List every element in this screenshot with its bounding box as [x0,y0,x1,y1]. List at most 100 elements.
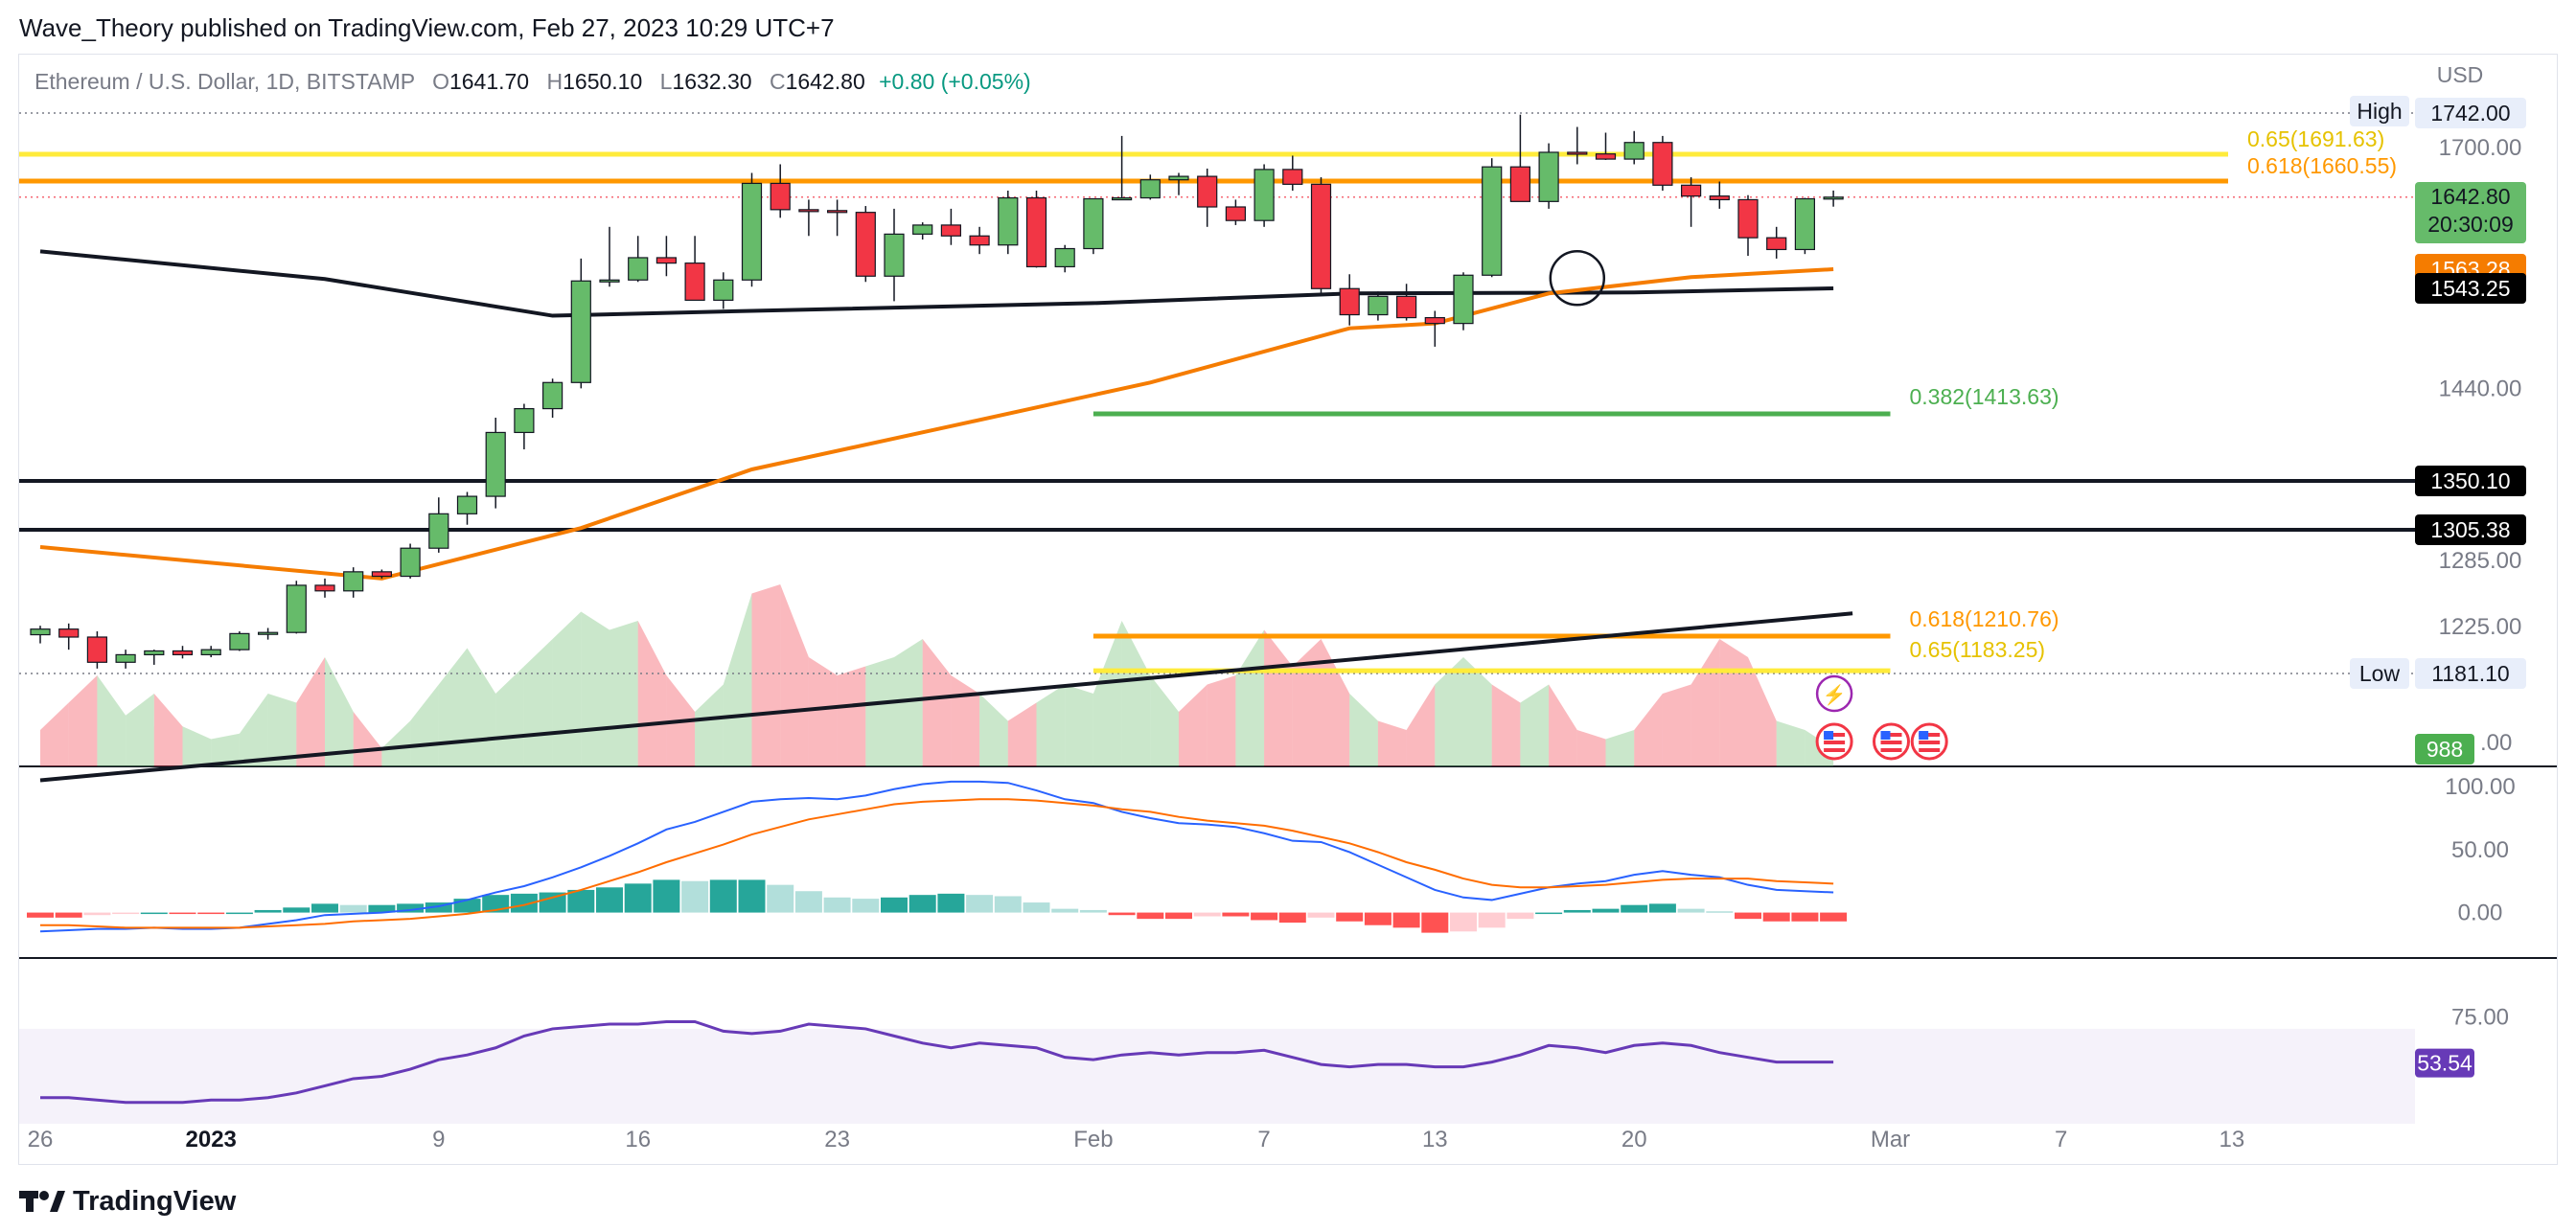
candle-body [599,279,620,283]
macd-histogram-bar [1079,909,1107,913]
volume-segment [1634,694,1663,766]
volume-segment [1748,657,1777,766]
volume-segment [837,666,866,766]
volume-segment [780,584,809,766]
volume-segment [1349,694,1378,766]
macd-histogram-bar [1251,912,1278,921]
macd-histogram-bar [1563,909,1591,913]
us-flag-stripe [1824,748,1846,752]
us-flag-stripe [1880,733,1902,737]
macd-histogram-bar [397,903,425,913]
macd-histogram-bar [852,899,880,913]
candle-body [144,650,165,656]
candle-body [969,235,990,246]
volume-segment [1576,730,1606,766]
candle-body [798,209,819,213]
macd-histogram-bar [1478,912,1506,928]
candle-body [1623,142,1644,160]
volume-segment [1179,684,1208,766]
sma-200-line [39,249,1834,318]
macd-histogram-bar [1592,908,1620,913]
us-flag-canton [1919,731,1929,740]
tradingview-logo-icon [19,1191,65,1212]
volume-segment [979,694,1008,766]
macd-histogram-bar [197,912,225,915]
macd-histogram-bar [1278,912,1306,924]
macd-histogram-bar [1677,908,1705,913]
candle-body [684,262,705,301]
macd-histogram-bar [1193,912,1221,917]
candle-body [1482,166,1503,276]
volume-segment [267,694,297,766]
volume-segment [1207,675,1236,766]
candle-body [30,628,51,636]
macd-histogram-bar [1051,908,1079,913]
candle-body [485,431,506,497]
candle-body [1737,198,1759,239]
candle-body [741,182,763,281]
candle-body [200,649,221,656]
last-price-badge-bg [2415,182,2526,243]
candle-body [229,632,250,650]
rsi-band [19,1028,2415,1125]
rising-trendline [39,611,1853,783]
volume-segment [894,639,923,766]
macd-histogram-bar [27,912,54,918]
legend-open-value: 1641.70 [448,69,530,94]
time-axis-tick: 20 [1622,1127,1647,1152]
macd-axis-tick: 50.00 [2451,837,2509,863]
macd-histogram-bar [709,879,737,913]
volume-segment [1491,684,1521,766]
macd-histogram-bar [624,883,652,913]
volume-segment [865,657,894,766]
macd-histogram-bar [794,891,822,913]
macd-histogram-bar [1506,912,1534,920]
volume-segment [922,639,952,766]
macd-histogram-bar [881,897,908,913]
us-flag-stripe [1824,741,1846,744]
time-axis-tick: 9 [432,1127,445,1152]
rsi-axis-tick: 75.00 [2451,1005,2509,1031]
candle-body [998,196,1019,246]
volume-segment [1292,639,1322,766]
us-flag-stripe [1880,748,1902,752]
candle-body [1766,237,1787,251]
macd-histogram-bar [425,902,452,913]
sma-value-badge: 1543.25 [2430,276,2510,301]
macd-histogram-bar [908,895,936,913]
volume-segment [695,684,724,766]
candle-body [826,210,848,214]
volume-segment [1092,621,1122,766]
candle-body [371,571,392,578]
macd-histogram-bar [283,907,310,913]
macd-histogram-bar [539,892,566,913]
candle-body [1395,295,1417,319]
candle-body [570,280,591,383]
volume-segment [325,657,354,766]
volume-segment [951,675,980,766]
tradingview-brand[interactable]: TradingView [19,1182,236,1221]
candle-body [115,653,136,663]
macd-histogram-bar [225,912,253,915]
volume-segment [467,648,496,766]
macd-histogram-bar [567,889,595,913]
candle-body [1595,153,1617,160]
us-flag-stripe [1880,741,1902,744]
chart-frame[interactable] [18,54,2558,1165]
candle-body [1310,183,1332,289]
candle-body [1680,184,1702,197]
legend-low-label: L [659,69,673,94]
candle-body [884,233,905,277]
volume-segment [1776,720,1806,766]
volume-segment [126,694,154,766]
volume-segment [296,657,325,766]
candle-body [428,513,449,549]
sma-value-badge-bg [2415,273,2526,304]
volume-segment [97,675,126,766]
high-label: High [2357,99,2402,124]
macd-histogram-bar [937,893,965,913]
candle-body [1282,169,1303,185]
candle-body [1823,196,1844,200]
candle-body [1083,197,1104,250]
